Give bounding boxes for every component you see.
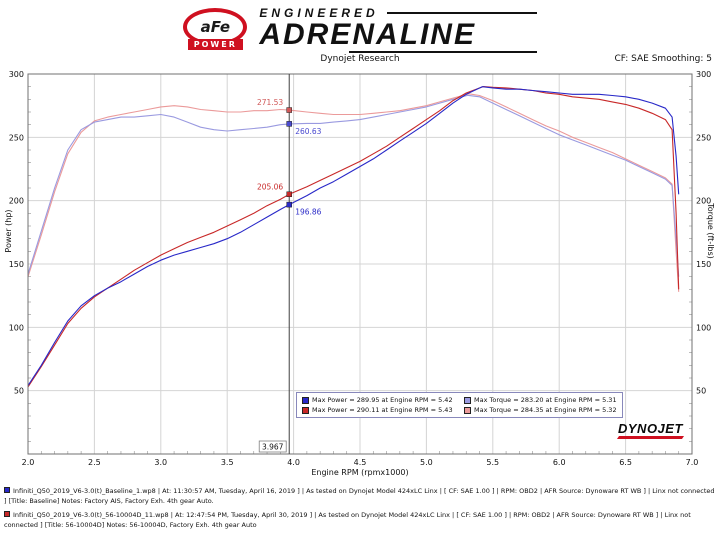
brand-banner: aFe POWER ENGINEERED ADRENALINE	[0, 4, 720, 54]
left-axis-title: Power (hp)	[4, 209, 13, 253]
series-line-baseline-power	[27, 86, 680, 386]
cursor-point-marker	[286, 201, 292, 208]
cursor-value-label: 3.967	[262, 443, 284, 452]
y-tick-label-left: 300	[9, 70, 24, 79]
legend-item: Max Power = 289.95 at Engine RPM = 5.42	[302, 396, 453, 404]
y-tick-label-left: 150	[9, 260, 24, 269]
y-tick-label-right: 100	[696, 323, 711, 332]
brand-rule-line	[386, 11, 537, 14]
cursor-point-marker	[286, 191, 292, 198]
series-line-baseline-torque	[27, 94, 680, 277]
smoothing-label: CF: SAE Smoothing: 5	[614, 54, 712, 64]
y-tick-label-right: 200	[696, 197, 711, 206]
brand-main-text: ADRENALINE	[259, 17, 476, 51]
chart-title: Dynojet Research	[320, 54, 400, 64]
x-tick-label: 2.5	[88, 458, 101, 467]
afe-logo-text: aFe	[200, 18, 230, 36]
cursor-point-label: 271.53	[257, 98, 283, 107]
legend-swatch-icon	[302, 396, 309, 404]
brand-wordmark: ENGINEERED ADRENALINE	[259, 5, 537, 53]
plot-svg: 3.967 271.53 260.63 205.06 196.86 2.0 2.5 3.0 3.…	[9, 70, 712, 467]
x-tick-label: 4.0	[287, 458, 300, 467]
x-tick-label: 6.5	[619, 458, 632, 467]
run-info-footer: Infiniti_Q50_2019_V6-3.0(t)_Baseline_1.w…	[4, 486, 716, 534]
x-tick-label: 5.5	[486, 458, 499, 467]
afe-power-label: POWER	[187, 39, 243, 50]
cursor-point-label: 196.86	[295, 208, 321, 217]
dynojet-logo-text: DYNOJET	[618, 421, 683, 436]
x-tick-label: 6.0	[553, 458, 566, 467]
y-tick-label-left: 100	[9, 323, 24, 332]
dynojet-logo: DYNOJET	[616, 421, 684, 439]
legend-label: Max Power = 289.95 at Engine RPM = 5.42	[312, 396, 453, 404]
cursor-point-marker	[286, 121, 292, 127]
run-text: Infiniti_Q50_2019_V6-3.0(t)_56-10004D_11…	[4, 510, 691, 530]
series-line-56-10004d-power	[27, 85, 680, 388]
cursor-point-marker	[286, 107, 292, 113]
run-text: Infiniti_Q50_2019_V6-3.0(t)_Baseline_1.w…	[4, 487, 715, 506]
legend-item: Max Power = 290.11 at Engine RPM = 5.43	[302, 406, 453, 414]
legend-item: Max Torque = 284.35 at Engine RPM = 5.32	[464, 406, 617, 414]
legend-row: Max Power = 289.95 at Engine RPM = 5.42 M…	[302, 396, 617, 404]
y-tick-label-right: 250	[696, 133, 711, 142]
x-tick-label: 7.0	[686, 458, 699, 467]
y-tick-label-left: 200	[9, 197, 24, 206]
chart-area: 3.967 271.53 260.63 205.06 196.86 2.0 2.5 3.0 3.…	[0, 66, 720, 480]
x-axis-title: Engine RPM (rpmx1000)	[311, 468, 409, 477]
x-tick-label: 4.5	[354, 458, 367, 467]
legend: Max Power = 289.95 at Engine RPM = 5.42 M…	[296, 392, 623, 418]
x-tick-label: 2.0	[22, 458, 35, 467]
cursor-value-box	[258, 440, 287, 453]
cursor-point-label: 260.63	[295, 127, 321, 136]
x-tick-label: 5.0	[420, 458, 433, 467]
legend-swatch-icon	[464, 396, 471, 404]
afe-power-logo: aFe POWER	[183, 8, 248, 50]
x-tick-label: 3.5	[221, 458, 234, 467]
chart-header-row: Dynojet Research CF: SAE Smoothing: 5	[0, 54, 720, 68]
series-line-56-10004d-torque	[27, 93, 680, 292]
y-tick-label-left: 250	[9, 133, 24, 142]
plot-border	[27, 73, 693, 455]
run-info-line: Infiniti_Q50_2019_V6-3.0(t)_Baseline_1.w…	[4, 486, 716, 507]
brand-top-text: ENGINEERED	[259, 5, 379, 20]
right-axis-title: Torque (ft-lbs)	[706, 203, 715, 259]
y-tick-label-right: 300	[696, 70, 711, 79]
legend-label: Max Power = 290.11 at Engine RPM = 5.43	[312, 406, 453, 414]
legend-swatch-icon	[464, 406, 471, 414]
y-tick-label-left: 50	[14, 387, 24, 396]
brand-underline	[349, 50, 537, 53]
run-bullet-icon	[4, 510, 10, 517]
legend-item: Max Torque = 283.20 at Engine RPM = 5.31	[464, 396, 617, 404]
legend-label: Max Torque = 283.20 at Engine RPM = 5.31	[474, 396, 617, 404]
cursor-point-label: 205.06	[257, 182, 283, 191]
x-tick-label: 3.0	[154, 458, 167, 467]
dynojet-swoosh-icon	[616, 436, 684, 439]
legend-label: Max Torque = 284.35 at Engine RPM = 5.32	[474, 406, 617, 414]
run-bullet-icon	[4, 487, 10, 493]
run-info-line: Infiniti_Q50_2019_V6-3.0(t)_56-10004D_11…	[4, 510, 716, 531]
legend-swatch-icon	[302, 406, 309, 414]
legend-row: Max Power = 290.11 at Engine RPM = 5.43 M…	[302, 406, 617, 414]
y-tick-label-right: 150	[696, 260, 711, 269]
y-tick-label-right: 50	[696, 387, 706, 396]
